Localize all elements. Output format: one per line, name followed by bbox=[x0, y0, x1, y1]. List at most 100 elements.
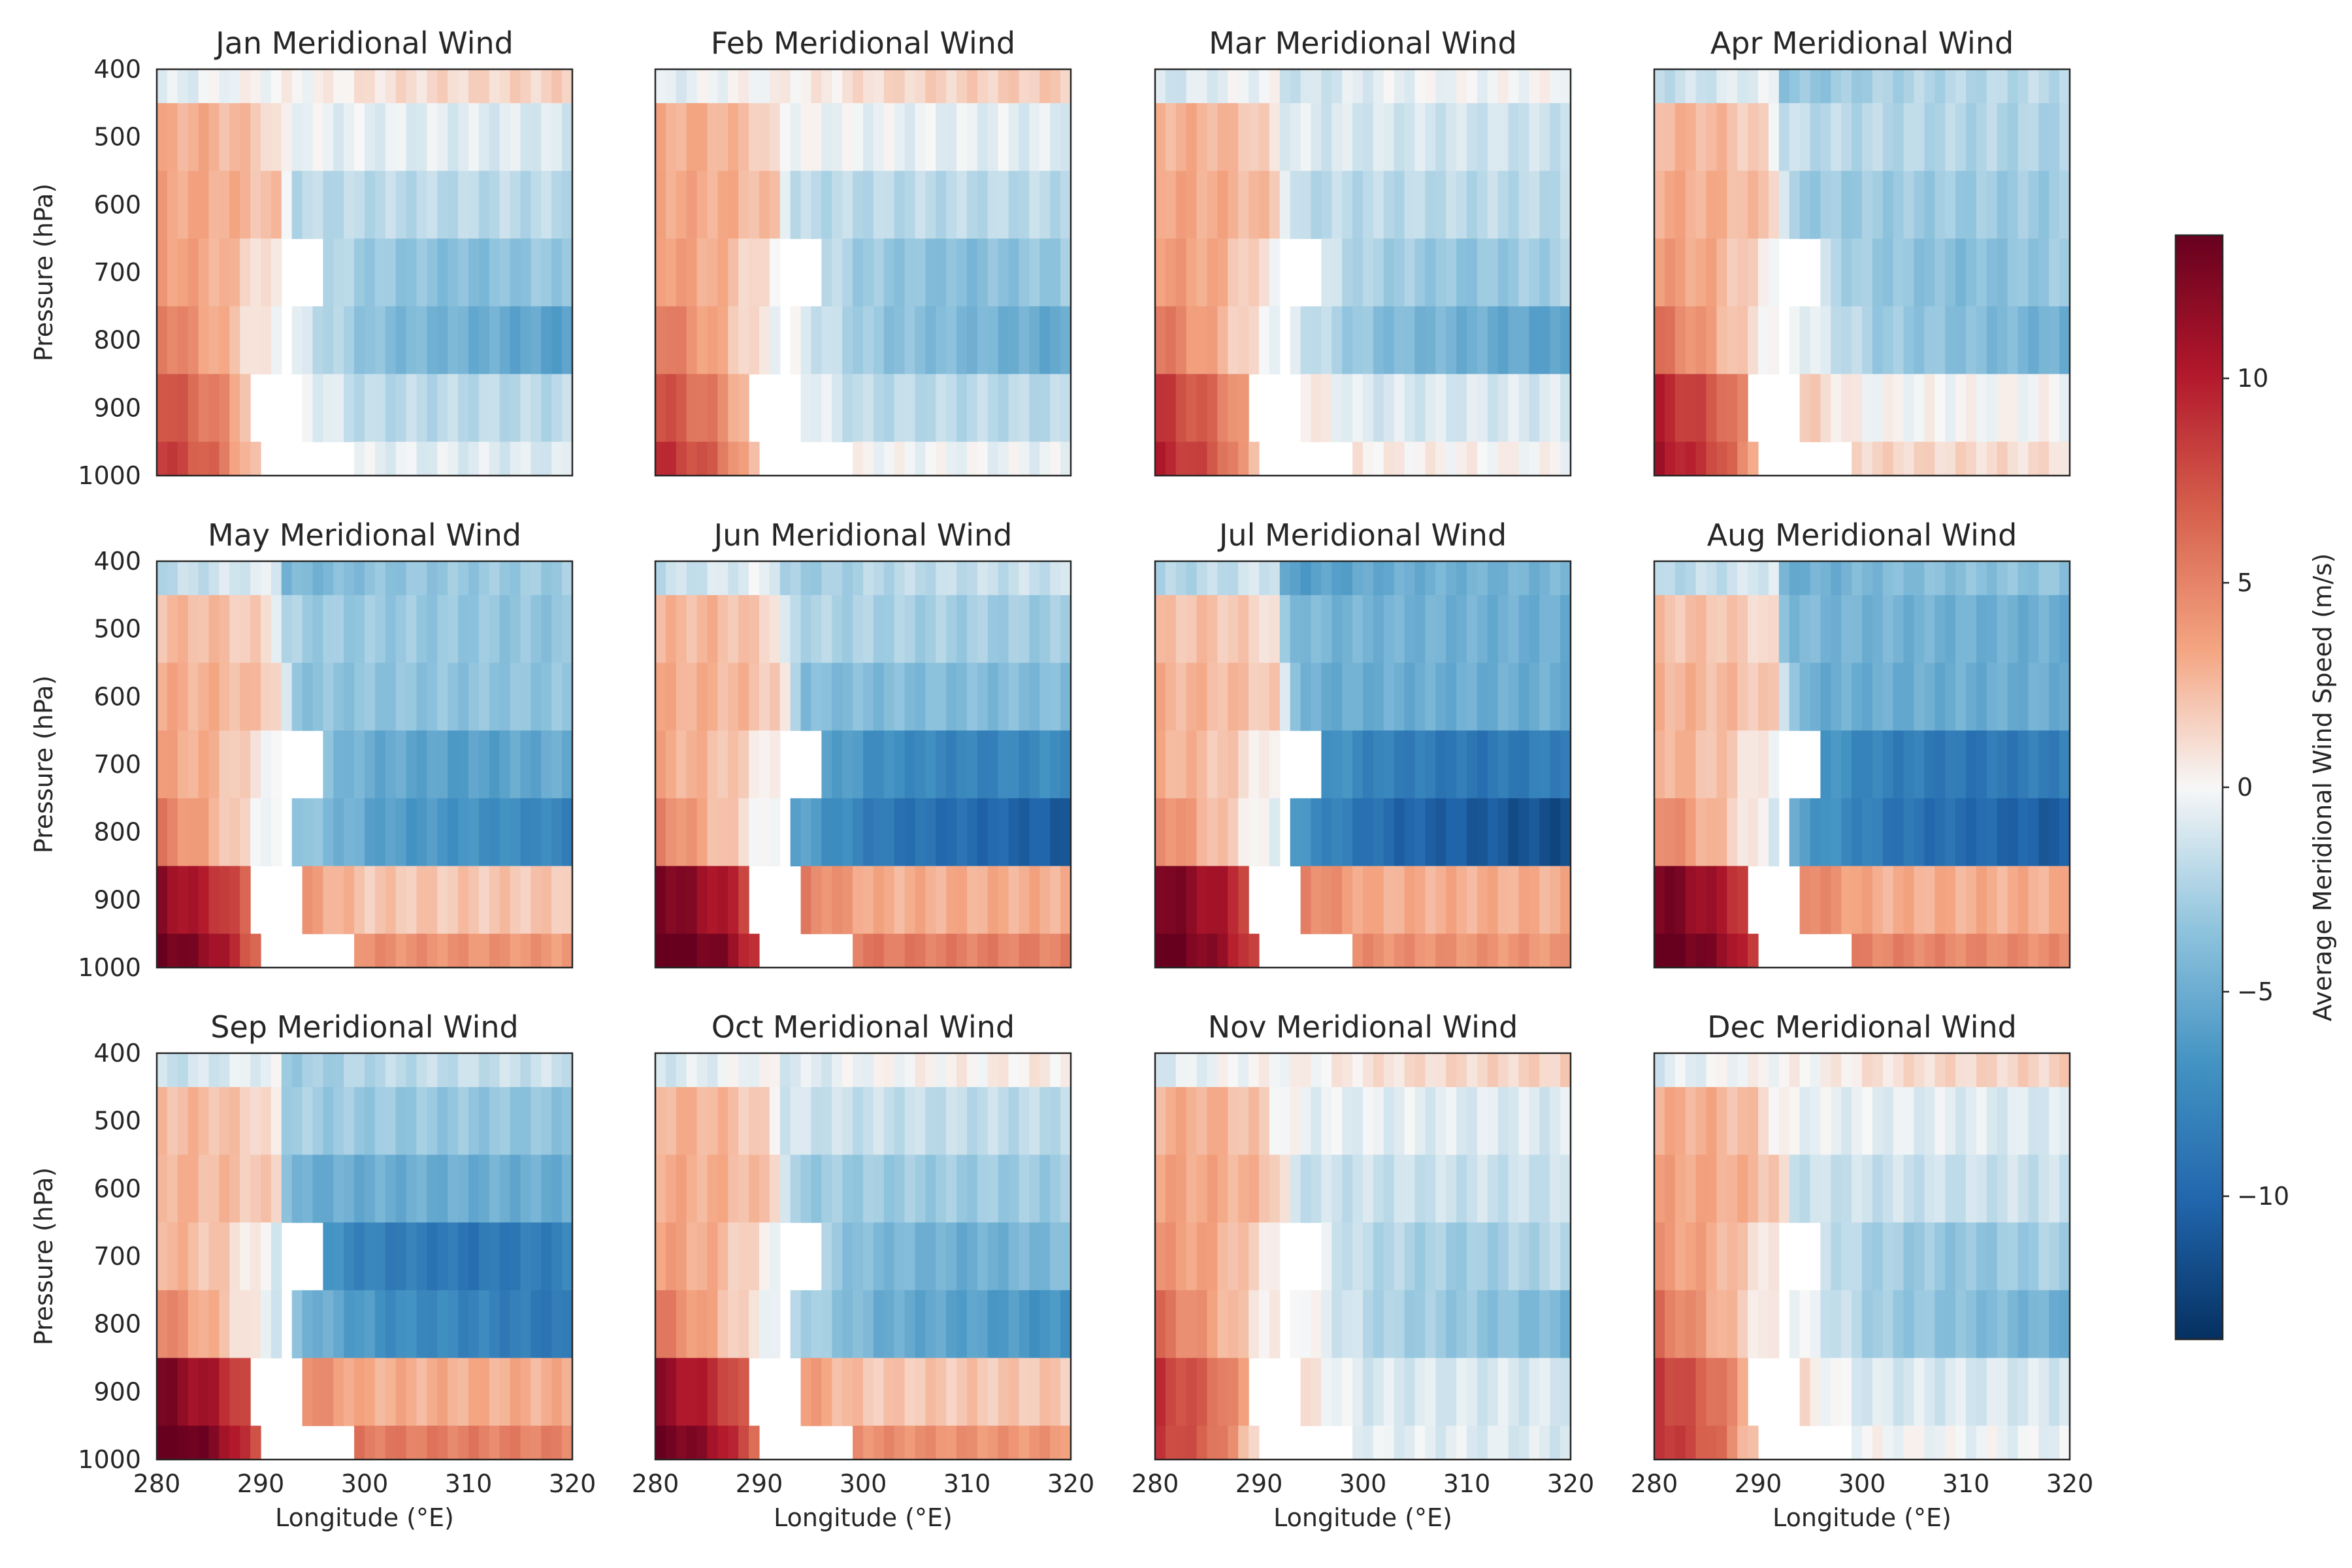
heatmap-cell bbox=[1914, 866, 1925, 934]
heatmap-cell bbox=[1008, 595, 1020, 664]
panel-title: Sep Meridional Wind bbox=[210, 1009, 518, 1045]
heatmap-cell bbox=[1664, 730, 1676, 799]
heatmap-cell bbox=[2028, 1358, 2039, 1426]
y-tick-label: 600 bbox=[93, 682, 141, 711]
heatmap-cell bbox=[1872, 103, 1884, 172]
heatmap-cell bbox=[1945, 1290, 1956, 1359]
heatmap-cell bbox=[1394, 1222, 1405, 1291]
heatmap-cell bbox=[1228, 69, 1239, 104]
heatmap-cell bbox=[915, 1290, 926, 1359]
heatmap-cell bbox=[790, 103, 802, 172]
heatmap-cell bbox=[686, 69, 698, 104]
heatmap-cell bbox=[1914, 306, 1925, 375]
heatmap-cell bbox=[904, 238, 916, 307]
heatmap-cell bbox=[1269, 1290, 1281, 1359]
heatmap-cell bbox=[499, 103, 511, 172]
heatmap-cell bbox=[1966, 561, 1977, 596]
heatmap-cell bbox=[354, 730, 365, 799]
heatmap-cell bbox=[551, 662, 563, 731]
heatmap-cell bbox=[1882, 662, 1894, 731]
heatmap-cell bbox=[1404, 934, 1416, 968]
heatmap-cell bbox=[1456, 103, 1467, 172]
heatmap-cell bbox=[936, 442, 947, 476]
heatmap-cell bbox=[738, 798, 749, 867]
heatmap-cell bbox=[904, 1222, 916, 1291]
heatmap-cell bbox=[551, 730, 563, 799]
heatmap-cell bbox=[1039, 1086, 1051, 1156]
heatmap-cell bbox=[665, 1290, 677, 1359]
heatmap-cell bbox=[998, 238, 1009, 307]
heatmap-cell bbox=[240, 171, 251, 239]
heatmap-cell bbox=[1352, 1086, 1364, 1156]
heatmap-cell bbox=[998, 798, 1009, 867]
heatmap-cell bbox=[1497, 561, 1509, 596]
heatmap-cell bbox=[1404, 730, 1416, 799]
heatmap-cell bbox=[489, 595, 500, 664]
heatmap-cell bbox=[883, 306, 895, 375]
heatmap-cell bbox=[1799, 103, 1811, 172]
heatmap-cell bbox=[541, 1426, 552, 1460]
heatmap-cell bbox=[1737, 1086, 1748, 1156]
heatmap-cell bbox=[956, 798, 968, 867]
heatmap-cell bbox=[665, 238, 677, 307]
heatmap-cell bbox=[883, 1086, 895, 1156]
heatmap-cell bbox=[1716, 798, 1727, 867]
heatmap-cell bbox=[2059, 442, 2070, 476]
heatmap-cell bbox=[873, 1426, 885, 1460]
heatmap-cell bbox=[1487, 934, 1499, 968]
heatmap-cell bbox=[1321, 1053, 1332, 1088]
heatmap-cell bbox=[1238, 1053, 1249, 1088]
heatmap-cell bbox=[1976, 1426, 1987, 1460]
heatmap-cell bbox=[1674, 730, 1686, 799]
heatmap-cell bbox=[1737, 1358, 1748, 1426]
heatmap-cell bbox=[2007, 1358, 2019, 1426]
heatmap-cell bbox=[333, 306, 344, 375]
heatmap-cell bbox=[323, 374, 334, 442]
heatmap-cell bbox=[998, 561, 1009, 596]
heatmap-cell bbox=[1872, 1086, 1884, 1156]
heatmap-cell bbox=[1019, 1358, 1030, 1426]
heatmap-cell bbox=[354, 238, 365, 307]
heatmap-cell bbox=[998, 1222, 1009, 1291]
heatmap-cell bbox=[1477, 866, 1488, 934]
heatmap-cell bbox=[832, 730, 843, 799]
heatmap-cell bbox=[188, 306, 199, 375]
heatmap-cell bbox=[1529, 1086, 1540, 1156]
heatmap-cell bbox=[531, 374, 542, 442]
heatmap-cell bbox=[1196, 1053, 1208, 1088]
heatmap-cell bbox=[510, 442, 521, 476]
heatmap-cell bbox=[520, 1086, 531, 1156]
heatmap-cell bbox=[354, 69, 365, 104]
heatmap-cell bbox=[1550, 561, 1561, 596]
heatmap-cell bbox=[374, 798, 386, 867]
heatmap-cell bbox=[551, 866, 563, 934]
heatmap-cell bbox=[1966, 103, 1977, 172]
heatmap-cell bbox=[863, 1426, 874, 1460]
heatmap-cell bbox=[915, 798, 926, 867]
heatmap-cell bbox=[1050, 934, 1061, 968]
heatmap-cell bbox=[1311, 595, 1322, 664]
heatmap-cell bbox=[1019, 1053, 1030, 1088]
heatmap-cell bbox=[458, 1053, 469, 1088]
heatmap-cell bbox=[395, 798, 407, 867]
heatmap-cell bbox=[374, 595, 386, 664]
heatmap-cell bbox=[749, 1290, 760, 1359]
heatmap-cell bbox=[1758, 69, 1769, 104]
heatmap-cell bbox=[406, 1154, 417, 1223]
heatmap-cell bbox=[1903, 1086, 1915, 1156]
heatmap-cell bbox=[541, 171, 552, 239]
heatmap-cell bbox=[281, 662, 293, 731]
heatmap-cell bbox=[1228, 306, 1239, 375]
heatmap-cell bbox=[240, 866, 251, 934]
heatmap-cell bbox=[1363, 561, 1374, 596]
heatmap-cell bbox=[1862, 662, 1873, 731]
heatmap-cell bbox=[707, 442, 718, 476]
heatmap-cell bbox=[1789, 595, 1801, 664]
heatmap-cell bbox=[1529, 561, 1540, 596]
heatmap-cell bbox=[1269, 306, 1281, 375]
heatmap-cell bbox=[686, 1290, 698, 1359]
heatmap-cell bbox=[977, 306, 988, 375]
heatmap-cell bbox=[1228, 561, 1239, 596]
x-tick-label: 300 bbox=[1838, 1469, 1886, 1498]
heatmap-cell bbox=[1882, 866, 1894, 934]
